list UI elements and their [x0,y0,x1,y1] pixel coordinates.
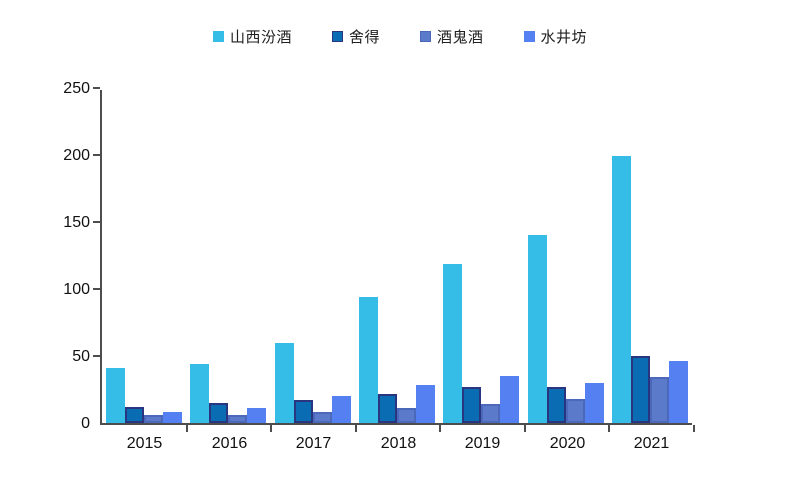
bar-series0-2016 [190,364,210,423]
y-axis-tick-label: 50 [72,348,90,365]
x-axis-tick-label: 2021 [633,435,670,452]
y-axis-tick [93,288,100,290]
bar-series3-2016 [247,408,267,423]
bar-series3-2018 [415,385,435,423]
bar-group-2021 [608,90,692,423]
legend-swatch-icon [523,31,535,42]
bar-series1-2018 [377,394,397,423]
bar-series3-2020 [584,383,604,423]
bar-series1-2016 [209,403,229,423]
legend-item-shede: 舍得 [331,26,380,47]
bar-series0-2019 [443,264,463,423]
legend-swatch-icon [420,31,431,42]
legend-swatch-icon [212,31,224,42]
bar-series2-2019 [481,404,501,423]
bar-group-2018 [355,90,439,423]
plot-area: 0 50 100 150 200 250 2015 2016 2017 2018 2019 2020 2… [63,80,695,452]
bar-series0-2015 [106,368,126,423]
bar-series1-2021 [630,356,650,423]
bar-series0-2018 [358,297,378,423]
legend-label: 舍得 [348,29,380,46]
y-axis-tick [93,355,100,357]
bar-series1-2017 [293,400,313,423]
y-axis-tick [93,221,100,223]
bars-row [102,90,692,423]
x-axis-tick [693,425,695,432]
bar-series3-2019 [500,376,520,423]
x-axis-tick-label: 2019 [464,435,501,452]
bar-series3-2015 [163,412,183,423]
bar-series2-2020 [565,399,585,423]
legend-label: 酒鬼酒 [437,29,484,46]
bar-series3-2017 [331,396,351,423]
y-axis-tick-label: 0 [81,415,90,432]
chart-legend: 山西汾酒 舍得 酒鬼酒 水井坊 [0,26,800,47]
x-axis-tick [355,425,357,432]
x-axis-tick [439,425,441,432]
bar-group-2017 [271,90,355,423]
y-axis-tick-label: 250 [63,80,90,97]
bar-group-2015 [102,90,186,423]
bar-series2-2015 [144,415,164,423]
x-axis-tick-label: 2015 [126,435,163,452]
y-axis-tick-label: 150 [63,214,90,231]
x-axis-tick [524,425,526,432]
x-axis-tick [270,425,272,432]
bar-series2-2021 [649,377,669,423]
bar-series2-2017 [312,412,332,423]
legend-label: 水井坊 [540,29,588,46]
bar-series3-2021 [668,361,688,423]
y-axis-tick [93,154,100,156]
bar-group-2016 [186,90,270,423]
y-axis-tick-label: 100 [63,281,90,298]
y-axis-tick-label: 200 [63,147,90,164]
bar-group-2019 [439,90,523,423]
x-axis-tick [186,425,188,432]
bar-series1-2019 [462,387,482,423]
legend-item-shuijingfang: 水井坊 [523,26,588,47]
bar-series2-2016 [228,415,248,423]
x-axis-tick-label: 2018 [380,435,417,452]
y-axis-tick [93,87,100,89]
x-axis-tick-label: 2017 [295,435,332,452]
x-axis-tick-label: 2020 [549,435,586,452]
bar-series2-2018 [396,408,416,423]
legend-label: 山西汾酒 [229,29,292,46]
bar-series1-2015 [125,407,145,423]
bar-series1-2020 [546,387,566,423]
bar-group-2020 [523,90,607,423]
bar-series0-2020 [527,235,547,423]
legend-item-jiugui-jiu: 酒鬼酒 [420,26,484,47]
bar-series0-2017 [274,343,294,423]
x-axis-tick-label: 2016 [211,435,248,452]
legend-swatch-icon [331,31,343,42]
legend-item-shanxi-fenjiu: 山西汾酒 [212,26,292,47]
x-axis-tick [608,425,610,432]
bar-series0-2021 [611,156,631,423]
